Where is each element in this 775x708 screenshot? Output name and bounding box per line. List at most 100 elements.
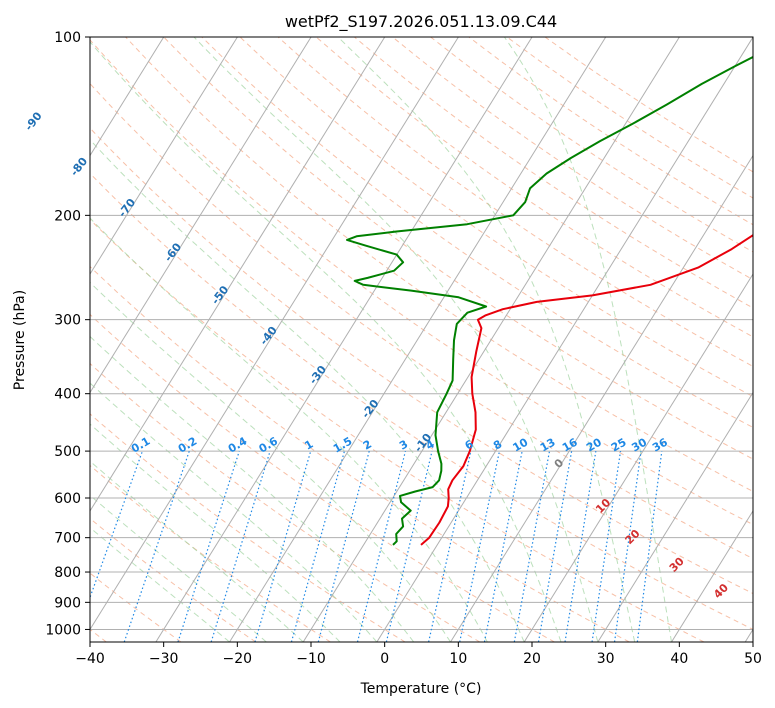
mixing-ratio-label: 13: [538, 436, 558, 455]
dry-adiabat: [315, 37, 753, 338]
dry-adiabat: [277, 37, 753, 368]
x-tick-label: 40: [670, 651, 688, 667]
moist-adiabat: [90, 281, 451, 642]
dry-adiabat: [544, 37, 753, 173]
dry-adiabat: [125, 37, 753, 492]
mixing-ratio-line: [537, 450, 573, 642]
isotherm-line: [744, 628, 753, 642]
dry-adiabat: [90, 313, 555, 642]
isotherm-line: [450, 154, 753, 642]
isotherm-line: [90, 37, 459, 631]
dry-adiabat: [90, 172, 753, 630]
mixing-ratio-label: 0.6: [257, 434, 281, 455]
mixing-ratio-line: [356, 450, 407, 642]
y-tick-label: 700: [54, 531, 81, 547]
moist-adiabat: [193, 37, 599, 642]
mixing-ratio-label: 10: [511, 435, 531, 454]
dry-adiabat: [163, 37, 753, 460]
isotherm-line: [90, 37, 312, 394]
mixing-ratio-label: 25: [609, 436, 629, 455]
wetbulb-label: 10: [593, 496, 613, 516]
x-tick-label: 10: [449, 651, 467, 667]
y-tick-label: 500: [54, 444, 81, 460]
mixing-ratio-line: [254, 450, 312, 642]
dry-adiabat: [201, 37, 753, 428]
mixing-ratio-line: [317, 450, 370, 642]
mixing-ratio-line: [459, 450, 501, 642]
y-tick-label: 900: [54, 595, 81, 611]
moist-adiabat: [90, 335, 415, 642]
mixing-ratio-line: [177, 450, 240, 642]
mixing-ratio-line: [210, 450, 271, 642]
isotherm-line: [302, 37, 680, 642]
mixing-ratio-line: [636, 451, 663, 642]
isotherm-line: [90, 37, 165, 157]
isotherm-label: -20: [359, 397, 382, 421]
isotherm-label: -60: [162, 240, 185, 264]
x-tick-label: 0: [380, 651, 389, 667]
y-tick-label: 300: [54, 313, 81, 329]
dry-adiabat: [506, 37, 753, 199]
dry-adiabat: [90, 464, 331, 642]
mixing-ratio-label: 2: [361, 438, 374, 453]
y-tick-label: 200: [54, 208, 81, 224]
x-tick-label: −20: [223, 651, 253, 667]
isopleth-labels: -100-90-80-70-60-50-40-30-20-100.1 0.2 0.4…: [0, 58, 731, 601]
dry-adiabat: [90, 127, 753, 595]
moist-adiabat: [90, 217, 488, 642]
plot-area: [90, 37, 753, 642]
wetbulb-label: 20: [623, 527, 643, 547]
mixing-ratio-line: [613, 451, 642, 642]
dry-adiabat: [90, 265, 630, 642]
dewpoint-profile: [346, 55, 753, 546]
mixing-ratio-line: [123, 450, 190, 642]
mixing-ratio-line: [564, 451, 597, 642]
dry-adiabat: [90, 362, 481, 642]
isotherm-line: [376, 37, 753, 642]
isotherm-line: [155, 37, 533, 642]
mixing-ratio-label: 0.4: [226, 434, 250, 455]
mixing-ratio-line: [90, 450, 143, 600]
isotherm-label: -90: [22, 109, 45, 133]
mixing-ratio-line: [591, 451, 622, 642]
mixing-ratio-line: [290, 450, 346, 642]
x-tick-label: 50: [744, 651, 762, 667]
moist-adiabat: [90, 494, 267, 642]
dry-adiabat: [90, 517, 256, 642]
isotherm-label: -100: [0, 58, 4, 88]
plot-frame: [89, 36, 754, 643]
x-tick-label: 20: [523, 651, 541, 667]
mixing-ratio-label: 30: [629, 435, 649, 454]
isotherm-line: [90, 37, 386, 512]
mixing-ratio-label: 0.1: [129, 435, 152, 456]
mixing-ratio-line: [483, 450, 523, 642]
isotherm-label: -70: [116, 196, 139, 220]
moist-adiabat: [337, 37, 636, 642]
dry-adiabat: [430, 37, 753, 253]
y-axis-label: Pressure (hPa): [12, 290, 28, 390]
isotherm-line: [229, 37, 607, 642]
moist-adiabat: [90, 526, 230, 642]
dry-adiabat: [90, 82, 753, 560]
isotherm-line: [597, 391, 753, 642]
x-tick-label: −10: [296, 651, 326, 667]
moist-adiabat: [90, 423, 341, 642]
temperature-profile: [420, 233, 753, 546]
isotherm-label: -80: [68, 155, 91, 179]
wetbulb-label: 40: [711, 581, 731, 601]
dry-adiabat: [392, 37, 753, 281]
y-tick-label: 600: [54, 491, 81, 507]
mixing-ratio-label: 4: [424, 437, 437, 452]
isotherm-line: [90, 37, 238, 276]
y-tick-label: 800: [54, 565, 81, 581]
mixing-ratio-label: 36: [650, 435, 670, 454]
x-tick-label: 30: [597, 651, 615, 667]
isotherm-label: -40: [257, 324, 280, 348]
x-tick-label: −30: [149, 651, 179, 667]
mixing-ratio-label: 20: [584, 435, 604, 454]
mixing-ratio-label: 3: [397, 438, 410, 453]
dry-adiabat: [239, 37, 753, 398]
mixing-ratio-label: 1.5: [331, 435, 354, 456]
dry-adiabat: [90, 218, 705, 642]
